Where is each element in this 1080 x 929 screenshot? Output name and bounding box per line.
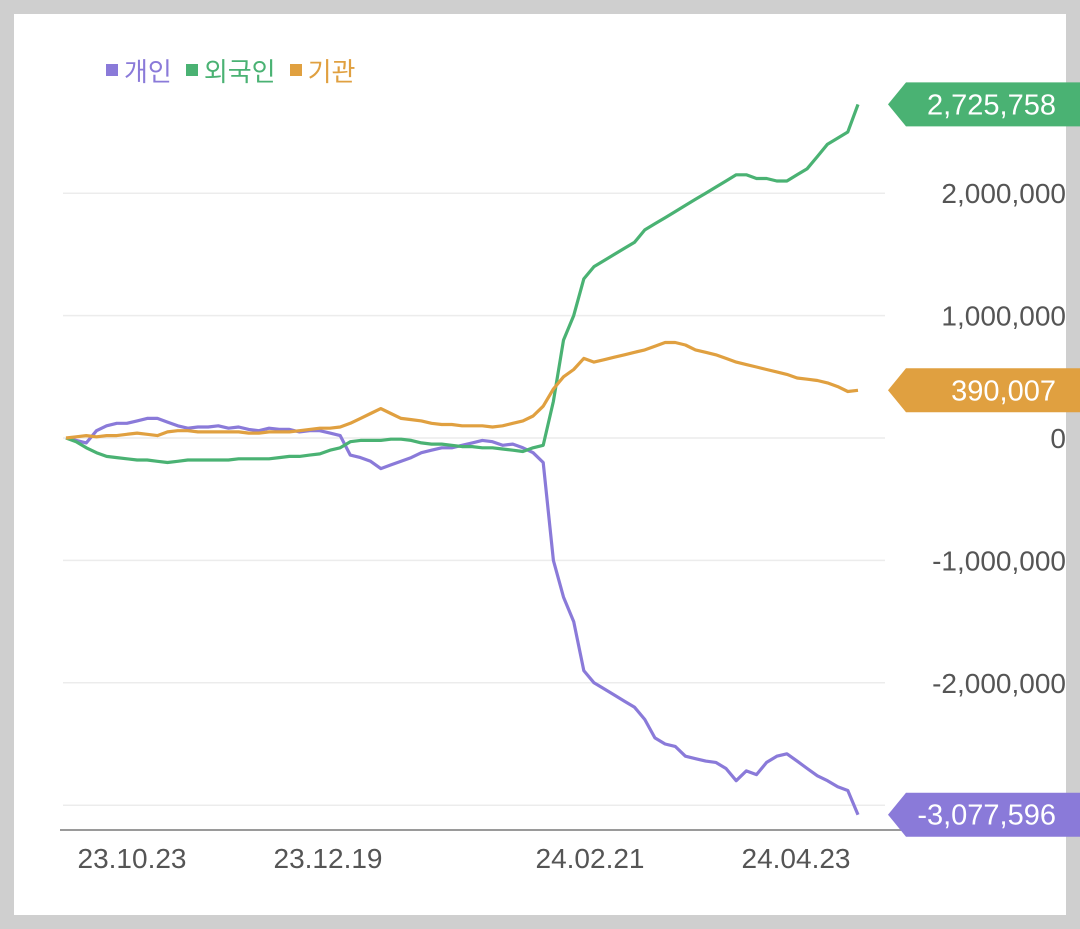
last-value-label-0: -3,077,596 <box>917 800 1056 832</box>
legend: 개인 외국인 기관 <box>106 50 355 90</box>
y-tick-label: -1,000,000 <box>932 545 1066 576</box>
legend-label-individual: 개인 <box>124 57 172 88</box>
legend-label-foreign: 외국인 <box>203 57 276 88</box>
series-line-2 <box>65 340 859 440</box>
legend-swatch-individual <box>106 64 118 76</box>
x-tick-label: 23.12.19 <box>274 843 383 874</box>
legend-item-individual[interactable]: 개인 <box>106 52 172 89</box>
legend-label-institution: 기관 <box>307 57 356 88</box>
series-line-1 <box>65 103 860 465</box>
y-tick-label: 2,000,000 <box>941 178 1066 209</box>
last-value-badge-2 <box>888 368 1080 413</box>
y-tick-label: 1,000,000 <box>941 301 1066 332</box>
y-tick-label: 0 <box>1050 423 1066 454</box>
x-tick-label: 23.10.23 <box>78 843 187 874</box>
x-tick-label: 24.04.23 <box>742 843 851 874</box>
last-value-badge-1 <box>888 82 1080 127</box>
legend-item-foreign[interactable]: 외국인 <box>185 52 276 89</box>
legend-swatch-institution <box>289 64 302 76</box>
y-tick-label: -2,000,000 <box>932 668 1066 699</box>
last-value-label-2: 390,007 <box>951 375 1056 407</box>
chart-card: 개인 외국인 기관 <box>14 14 1066 915</box>
last-value-label-1: 2,725,758 <box>927 89 1056 121</box>
x-tick-label: 24.02.21 <box>536 843 645 874</box>
series-line-0 <box>65 416 860 816</box>
legend-item-institution[interactable]: 기관 <box>289 52 356 89</box>
legend-swatch-foreign <box>185 64 198 76</box>
last-value-badge-0 <box>888 792 1080 837</box>
